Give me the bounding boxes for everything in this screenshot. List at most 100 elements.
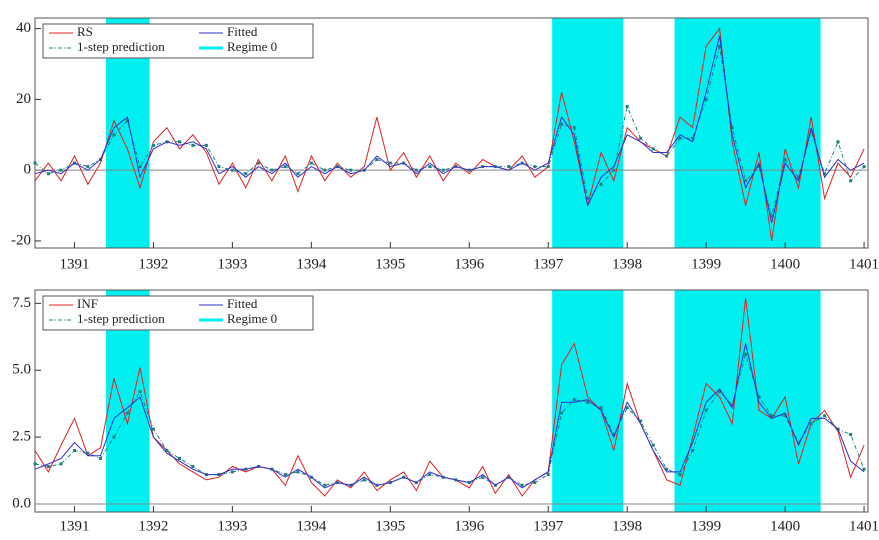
regime-band	[675, 290, 821, 512]
series-marker	[560, 123, 563, 126]
series-marker	[679, 473, 682, 476]
series-marker	[112, 133, 115, 136]
series-marker	[152, 144, 155, 147]
legend-label: 1-step prediction	[77, 311, 165, 326]
x-tick-label: 1399	[691, 518, 721, 534]
legend-label: Regime 0	[227, 39, 277, 54]
series-marker	[375, 158, 378, 161]
x-tick-label: 1400	[770, 256, 800, 272]
series-marker	[60, 462, 63, 465]
series-marker	[547, 165, 550, 168]
x-tick-label: 1399	[691, 256, 721, 272]
series-marker	[612, 169, 615, 172]
x-tick-label: 1398	[612, 256, 642, 272]
series-marker	[231, 470, 234, 473]
chart: -200204013911392139313941395139613971398…	[0, 0, 879, 535]
series-marker	[415, 169, 418, 172]
series-marker	[836, 140, 839, 143]
legend: INF1-step prediction FittedRegime 0	[43, 296, 313, 330]
series-marker	[389, 162, 392, 165]
series-marker	[126, 412, 129, 415]
series-marker	[323, 169, 326, 172]
x-tick-label: 1400	[770, 518, 800, 534]
regime-band	[552, 18, 623, 248]
series-marker	[323, 484, 326, 487]
x-tick-label: 1394	[296, 518, 327, 534]
series-marker	[112, 436, 115, 439]
series-marker	[217, 165, 220, 168]
series-marker	[652, 444, 655, 447]
series-marker	[205, 144, 208, 147]
series-marker	[99, 457, 102, 460]
legend-label: Fitted	[227, 296, 258, 311]
series-marker	[547, 473, 550, 476]
series-marker	[691, 449, 694, 452]
series-marker	[586, 401, 589, 404]
series-marker	[257, 162, 260, 165]
series-marker	[652, 147, 655, 150]
y-tick-label: 20	[16, 91, 31, 107]
series-marker	[284, 473, 287, 476]
series-marker	[296, 172, 299, 175]
y-tick-label: 7.5	[12, 295, 31, 311]
series-marker	[507, 165, 510, 168]
x-tick-label: 1401	[849, 256, 879, 272]
regime-band	[675, 18, 821, 248]
x-tick-label: 1401	[849, 518, 879, 534]
x-tick-label: 1395	[375, 256, 405, 272]
series-marker	[521, 484, 524, 487]
series-marker	[60, 169, 63, 172]
series-marker	[784, 158, 787, 161]
x-tick-label: 1397	[533, 256, 564, 272]
series-marker	[442, 169, 445, 172]
series-marker	[705, 98, 708, 101]
series-marker	[270, 169, 273, 172]
series-marker	[231, 169, 234, 172]
series-marker	[310, 162, 313, 165]
series-marker	[823, 414, 826, 417]
series-marker	[178, 457, 181, 460]
legend-label: Regime 0	[227, 311, 277, 326]
x-tick-label: 1391	[59, 518, 89, 534]
legend-label: 1-step prediction	[77, 39, 165, 54]
x-tick-label: 1391	[59, 256, 89, 272]
series-marker	[34, 162, 37, 165]
series-marker	[626, 406, 629, 409]
series-marker	[705, 409, 708, 412]
series-marker	[349, 169, 352, 172]
y-tick-label: 0	[24, 162, 32, 178]
series-marker	[152, 428, 155, 431]
y-tick-label: 40	[16, 20, 31, 36]
y-tick-label: -20	[11, 232, 31, 248]
y-tick-label: 2.5	[12, 429, 31, 445]
series-marker	[178, 140, 181, 143]
series-marker	[533, 165, 536, 168]
x-tick-label: 1396	[454, 256, 485, 272]
series-marker	[679, 137, 682, 140]
x-tick-label: 1392	[138, 256, 168, 272]
series-marker	[86, 165, 89, 168]
series-marker	[284, 165, 287, 168]
series-marker	[244, 172, 247, 175]
x-tick-label: 1397	[533, 518, 564, 534]
series-marker	[139, 165, 142, 168]
x-tick-label: 1396	[454, 518, 485, 534]
series-marker	[296, 470, 299, 473]
series-marker	[744, 353, 747, 356]
series-marker	[626, 105, 629, 108]
y-tick-label: 5.0	[12, 362, 31, 378]
x-tick-label: 1395	[375, 518, 405, 534]
series-marker	[600, 406, 603, 409]
legend-label: RS	[77, 24, 93, 39]
series-marker	[560, 412, 563, 415]
series-marker	[428, 473, 431, 476]
x-tick-label: 1398	[612, 518, 642, 534]
series-marker	[849, 433, 852, 436]
series-marker	[639, 137, 642, 140]
y-tick-label: 0.0	[12, 495, 31, 511]
legend-label: INF	[77, 296, 98, 311]
series-marker	[863, 165, 866, 168]
series-marker	[73, 449, 76, 452]
series-marker	[573, 398, 576, 401]
